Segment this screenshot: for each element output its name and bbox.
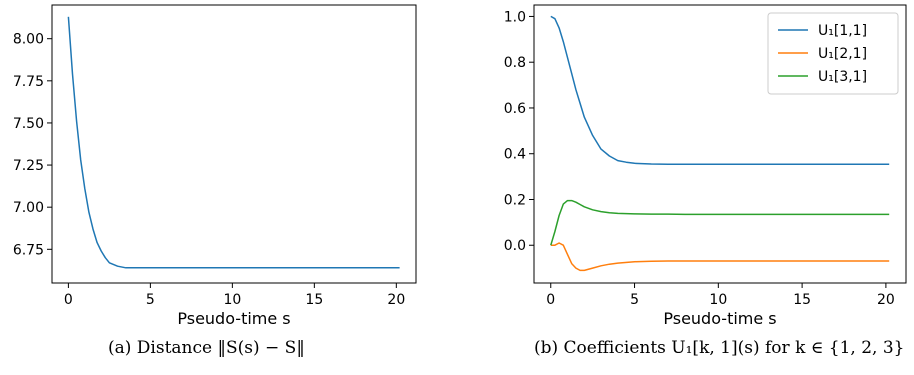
coeff-legend-label: U₁[3,1]	[818, 69, 867, 85]
distance-ytick-label: 7.00	[13, 200, 44, 216]
plot-coefficients: 0 5 10 15 20 0.0 0.2 0.4 0.6 0.8 1.0 Pseudo-time s U…	[504, 4, 907, 328]
distance-xtick-label: 0	[64, 292, 73, 308]
coeff-xtick-label: 0	[546, 292, 555, 308]
caption-a: (a) Distance ‖S(s) − S‖	[108, 338, 305, 358]
coeff-xtick-label: 5	[630, 292, 639, 308]
plot-distance: 0 5 10 15 20 6.75 7.00 7.25 7.50 7.75 8.00 Pseudo-t…	[13, 4, 417, 328]
coeff-ytick-label: 0.2	[504, 192, 526, 208]
distance-ytick-label: 7.50	[13, 116, 44, 132]
caption-b: (b) Coefficients U₁[k, 1](s) for k ∈ {1,…	[534, 338, 905, 358]
distance-series-line-1	[67, 16, 400, 269]
coeff-xtick-label: 10	[709, 292, 727, 308]
distance-xlabel: Pseudo-time s	[177, 309, 290, 328]
distance-xtick-label: 20	[387, 292, 405, 308]
coeff-ytick-label: 1.0	[504, 9, 526, 25]
coeff-ytick-label: 0.6	[504, 101, 526, 117]
coeff-legend-label: U₁[1,1]	[818, 23, 867, 39]
distance-ytick-label: 7.25	[13, 158, 44, 174]
distance-axes-frame	[51, 4, 417, 284]
distance-xtick-label: 5	[146, 292, 155, 308]
coeff-legend-label: U₁[2,1]	[818, 46, 867, 62]
coeff-xlabel: Pseudo-time s	[663, 309, 776, 328]
distance-ytick-label: 8.00	[13, 32, 44, 48]
coeff-series-line-3	[550, 199, 890, 246]
distance-ytick-label: 6.75	[13, 242, 44, 258]
coeff-xtick-label: 20	[877, 292, 895, 308]
coeff-ytick-label: 0.8	[504, 55, 526, 71]
coeff-series-line-1	[550, 15, 890, 165]
coeff-ytick-label: 0.0	[504, 238, 526, 254]
coeff-xtick-label: 15	[793, 292, 811, 308]
distance-xtick-label: 10	[223, 292, 241, 308]
distance-ytick-label: 7.75	[13, 74, 44, 90]
coeff-axes-frame	[533, 4, 907, 284]
coeff-series-line-2	[550, 242, 890, 272]
coeff-ytick-label: 0.4	[504, 147, 526, 163]
distance-xtick-label: 15	[305, 292, 323, 308]
coeff-legend	[767, 12, 899, 95]
